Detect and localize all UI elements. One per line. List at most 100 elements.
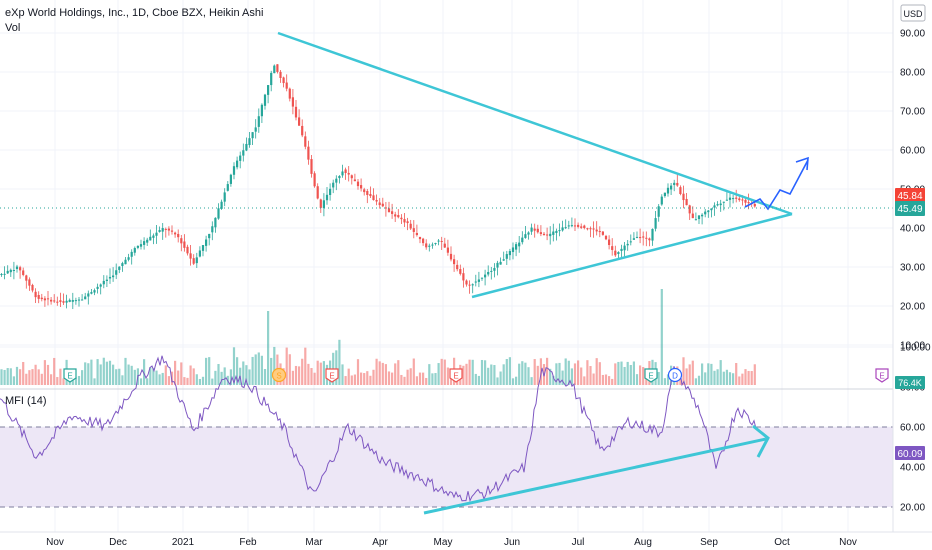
volume-bar [220,371,223,385]
volume-bar [50,374,53,385]
event-marker-earnings[interactable]: E [875,368,889,383]
price-candles [0,64,756,310]
volume-bar [409,368,412,385]
volume-bar [130,365,133,385]
chart-title: eXp World Holdings, Inc., 1D, Cboe BZX, … [5,7,263,19]
event-marker-shape[interactable] [325,368,339,383]
volume-bar [468,359,471,385]
mfi-trend-line[interactable] [423,437,767,515]
volume-bar [573,363,577,385]
volume-bar [353,374,356,385]
volume-bar [294,365,298,385]
candle-body [449,253,453,260]
volume-bar [418,372,422,385]
candle-body [679,187,682,195]
candle-body [22,270,25,275]
triangle-drawing[interactable] [277,31,793,299]
volume-bar [9,368,12,385]
volume-bar [511,378,515,385]
currency-button[interactable]: USD [900,4,926,22]
volume-bar [77,375,81,385]
event-marker-earnings[interactable]: E [325,368,339,383]
candle-body [288,88,291,99]
volume-bar [508,357,511,385]
mfi-trend-arrowhead[interactable] [752,424,770,458]
candle-body [65,300,68,303]
candle-body [608,239,611,246]
candle-body [353,179,356,182]
event-marker-shape[interactable] [63,368,77,383]
forecast-arrowhead[interactable] [795,156,809,171]
candle-body [446,247,449,253]
price-badge-close: 45.49 [895,201,925,216]
event-marker-shape[interactable] [667,367,683,383]
volume-bar [124,357,127,385]
candle-body [294,106,298,118]
candle-body [744,199,747,203]
mfi-trendline[interactable] [423,424,770,515]
volume-bar [403,376,406,385]
volume-bar [288,354,291,385]
candle-body [577,224,580,227]
candle-body [697,215,701,220]
volume-bar [40,373,43,385]
candle-body [657,206,660,217]
price-tick-label: 30.00 [900,263,925,274]
volume-bar [716,369,719,385]
candle-body [366,190,369,195]
price-axis-background[interactable] [893,0,932,532]
forecast-arrow[interactable] [744,156,809,211]
event-marker-dividend[interactable]: D [667,367,683,383]
candle-body [707,210,710,213]
event-marker-earnings[interactable]: E [63,368,77,383]
volume-bar [43,360,46,385]
time-label: 2021 [172,537,195,548]
volume-bar [59,368,62,385]
event-marker-earnings[interactable]: E [449,368,463,383]
currency-button-label[interactable]: USD [903,9,923,19]
volume-legend-label: Vol [5,22,20,34]
triangle-lower-line[interactable] [471,212,793,299]
candle-body [6,270,9,274]
triangle-upper-line[interactable] [277,31,793,216]
volume-bar [118,368,121,385]
candle-body [177,233,180,238]
candle-body [732,198,735,200]
volume-bar [245,365,248,385]
candle-body [130,251,133,257]
volume-bar [701,363,704,385]
volume-bar [499,371,502,385]
candle-body [508,251,511,256]
candle-body [341,171,344,176]
volume-bar [642,367,645,385]
event-marker-earnings[interactable]: E [644,368,658,383]
event-marker-shape[interactable] [875,368,889,383]
candle-body [263,94,267,106]
volume-bar [338,339,341,385]
event-marker-shape[interactable] [271,367,287,383]
time-label: Aug [634,537,652,548]
candle-body [493,268,496,271]
candle-body [316,186,319,199]
time-label: May [434,537,453,548]
event-marker-shape[interactable] [644,368,658,383]
volume-bar [502,364,505,385]
candle-body [174,232,177,235]
candle-body [322,200,325,209]
event-marker-split[interactable]: S [271,367,287,383]
volume-bar [208,357,211,385]
candle-body [19,267,22,271]
volume-bar [263,369,267,385]
volume-bar [121,375,124,385]
candle-body [499,261,502,265]
candle-body [158,230,161,232]
candle-body [25,275,28,281]
volume-bar [112,364,115,385]
candle-body [12,269,15,271]
volume-bar [6,368,9,385]
event-marker-shape[interactable] [449,368,463,383]
price-tick-label: 60.00 [900,146,925,157]
forecast-path[interactable] [744,159,809,211]
